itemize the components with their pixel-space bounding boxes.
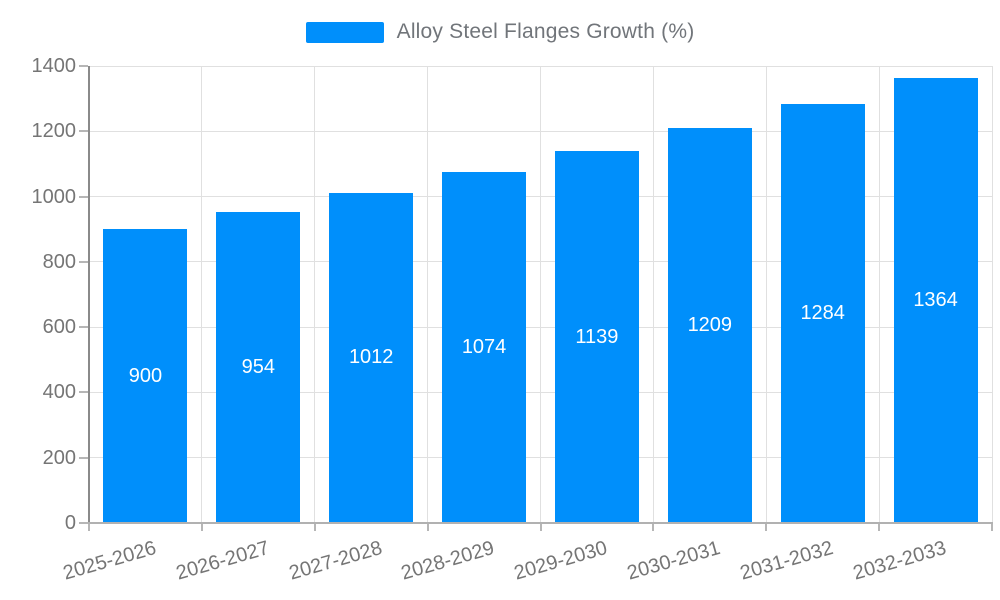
y-axis-tick-mark [79,391,88,394]
x-axis-tick-mark [426,523,429,531]
x-axis-tick-mark [200,523,203,531]
y-axis-tick-mark [79,130,88,133]
x-gridline [878,66,880,523]
x-axis-category-label: 2027-2028 [286,537,385,585]
bar[interactable]: 1139 [554,151,639,523]
y-axis-tick-label: 800 [42,250,76,273]
x-gridline [314,66,316,523]
y-axis-line [88,66,90,523]
y-axis-tick-mark [79,326,88,329]
bar[interactable]: 1209 [667,128,752,523]
x-axis-category-label: 2026-2027 [173,537,272,585]
bar[interactable]: 900 [103,229,188,523]
bar-value-label: 1364 [913,288,958,311]
x-gridline [765,66,767,523]
y-axis-tick-label: 200 [42,446,76,469]
x-axis-category-label: 2029-2030 [511,537,611,585]
y-axis-tick-mark [79,65,88,67]
x-axis-tick-mark [765,523,768,531]
bar-value-label: 1074 [461,336,507,359]
x-axis-tick-mark [991,523,993,531]
x-axis-tick-mark [88,523,90,531]
bar[interactable]: 1012 [329,192,414,523]
bar[interactable]: 954 [216,211,301,523]
y-axis-tick-label: 1400 [31,55,77,77]
y-axis-tick-label: 0 [64,512,76,534]
bar-value-label: 1284 [800,301,845,324]
bar-value-label: 900 [128,364,163,387]
x-gridline [427,66,429,523]
y-axis-tick-label: 600 [42,316,76,339]
plot-area: 900 954 1012 1074 1139 1209 1284 1364 [88,65,993,524]
x-axis-tick-mark [878,523,881,531]
bar[interactable]: 1364 [893,77,978,523]
y-axis-tick-mark [79,456,88,459]
legend-label: Alloy Steel Flanges Growth (%) [396,20,695,43]
legend-marker-icon [305,21,384,43]
x-axis-category-label: 2032-2033 [850,537,949,585]
x-gridline [540,66,541,523]
x-axis-tick-mark [313,523,316,531]
y-axis-tick-mark [79,522,88,524]
bar-value-label: 1012 [348,346,394,369]
bar-value-label: 1139 [575,325,619,348]
x-gridline [991,66,993,523]
legend-item[interactable]: Alloy Steel Flanges Growth (%) [0,20,1000,44]
y-axis-tick-label: 1200 [31,120,77,143]
x-axis-category-label: 2028-2029 [399,537,498,585]
x-gridline [652,66,654,523]
x-axis-tick-mark [652,523,655,531]
x-gridline [201,66,203,523]
y-axis-tick-label: 1000 [31,185,77,208]
y-axis-tick-mark [79,260,88,263]
y-axis-tick-mark [79,195,88,198]
x-axis-category-label: 2030-2031 [624,537,723,585]
x-axis-tick-mark [539,523,542,531]
bar[interactable]: 1284 [780,103,865,523]
bar-value-label: 1209 [687,314,733,337]
bar[interactable]: 1074 [442,172,527,523]
x-axis-category-label: 2025-2026 [60,537,159,585]
bar-value-label: 954 [241,355,275,378]
x-axis-line [88,522,993,524]
x-axis-category-label: 2031-2032 [737,537,836,585]
y-axis-tick-label: 400 [42,381,76,404]
